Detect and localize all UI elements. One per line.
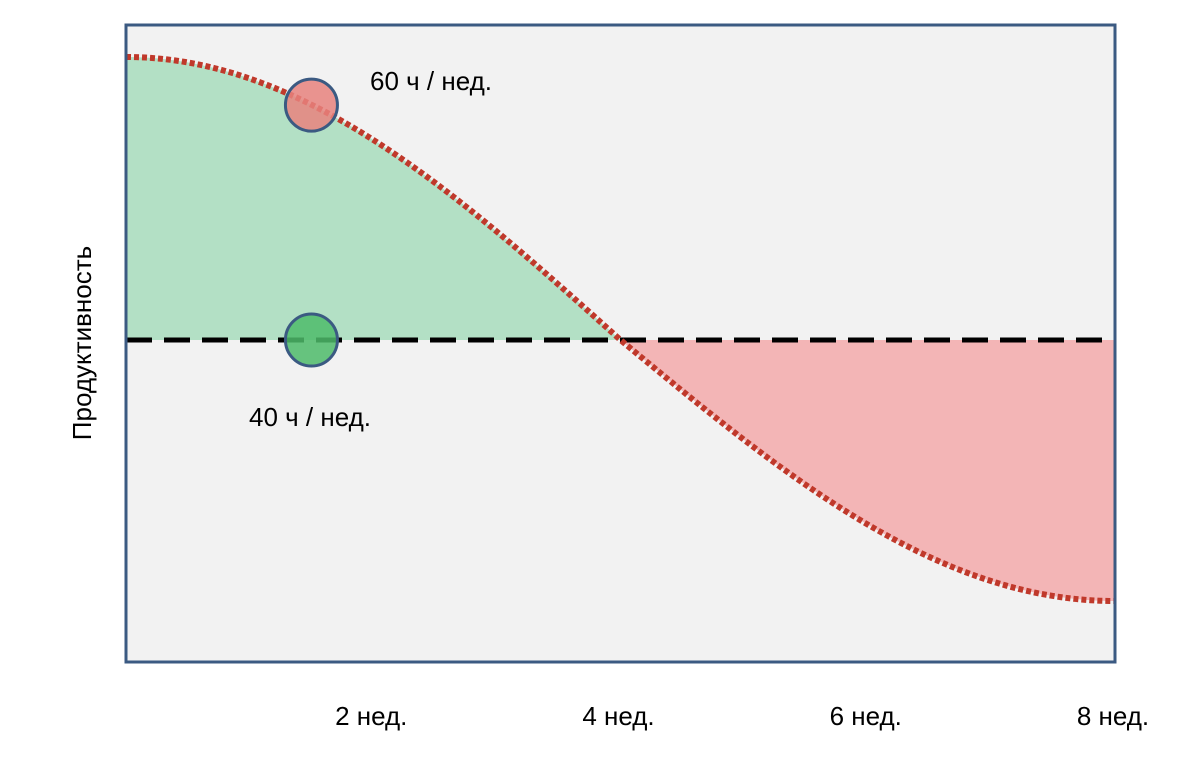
plot-frame bbox=[124, 23, 1117, 664]
x-tick-label: 6 нед. bbox=[830, 701, 902, 731]
baseline-marker-label: 40 ч / нед. bbox=[249, 402, 371, 432]
overtime-marker-label: 60 ч / нед. bbox=[370, 66, 492, 96]
x-tick-label: 2 нед. bbox=[335, 701, 407, 731]
baseline-marker bbox=[283, 312, 339, 368]
overtime-marker bbox=[283, 77, 339, 133]
gain-area bbox=[126, 57, 621, 340]
loss-area bbox=[620, 340, 1115, 601]
x-tick-label: 4 нед. bbox=[582, 701, 654, 731]
y-axis-label: Продуктивность bbox=[67, 246, 97, 440]
x-tick-label: 8 нед. bbox=[1077, 701, 1149, 731]
